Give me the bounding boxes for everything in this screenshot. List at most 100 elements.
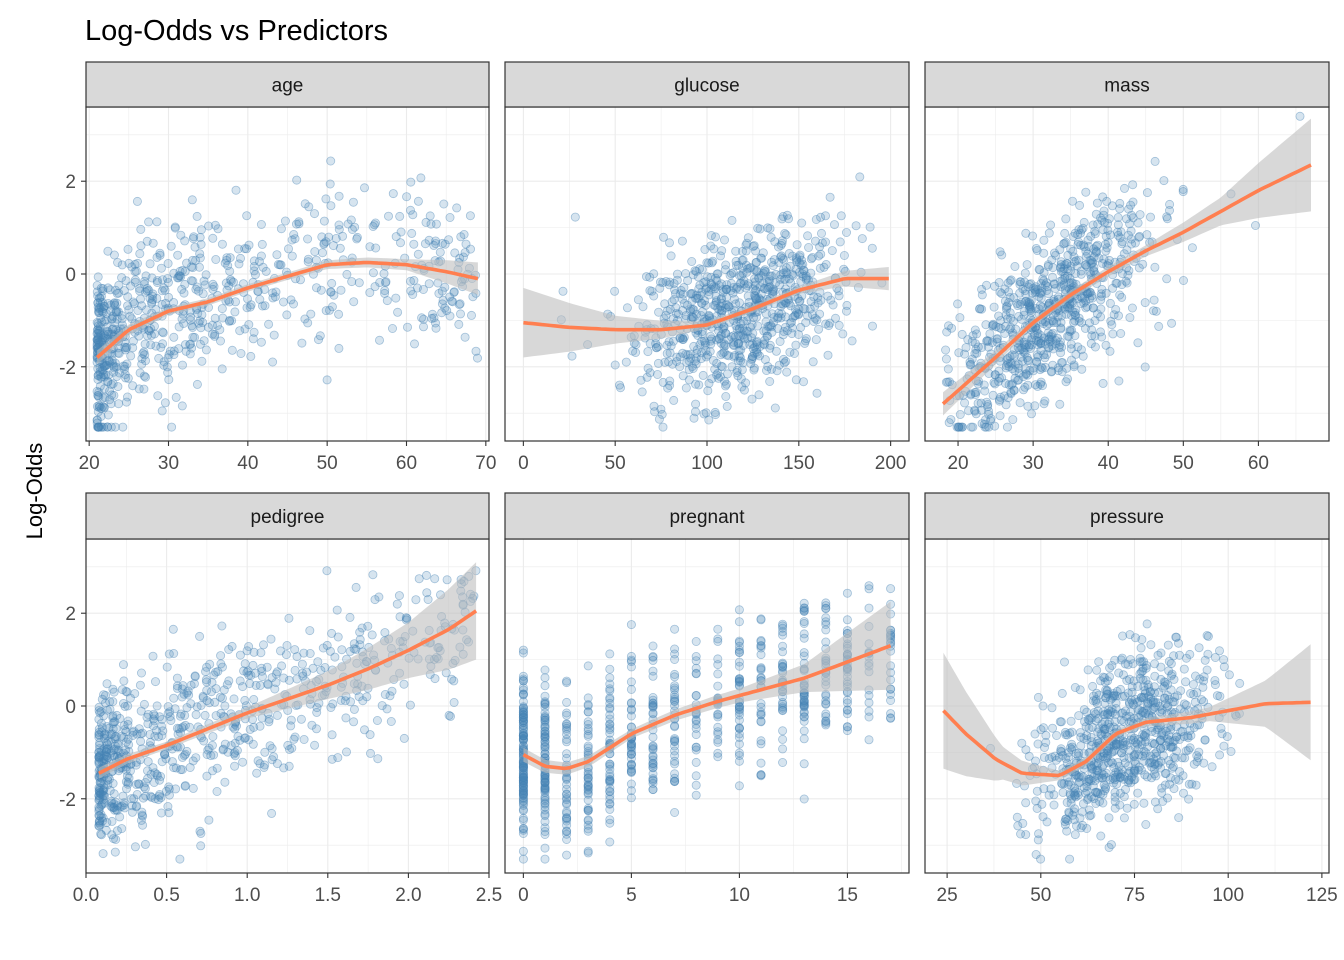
scatter-point xyxy=(1090,226,1100,236)
scatter-point xyxy=(1059,280,1069,290)
scatter-point xyxy=(1109,722,1119,732)
scatter-point xyxy=(210,220,220,230)
scatter-point xyxy=(1033,352,1043,362)
scatter-point xyxy=(185,315,195,325)
scatter-point xyxy=(282,310,292,320)
scatter-point xyxy=(691,637,701,647)
scatter-point xyxy=(886,696,896,706)
scatter-point xyxy=(202,685,212,695)
scatter-point xyxy=(995,392,1005,402)
scatter-point xyxy=(98,365,108,375)
scatter-point xyxy=(669,278,679,288)
scatter-point xyxy=(186,262,196,272)
scatter-point xyxy=(1128,180,1138,190)
scatter-point xyxy=(106,737,116,747)
scatter-point xyxy=(224,316,234,326)
scatter-point xyxy=(776,270,786,280)
scatter-point xyxy=(368,221,378,231)
scatter-point xyxy=(99,384,109,394)
scatter-point xyxy=(99,361,109,371)
scatter-point xyxy=(739,279,749,289)
scatter-point xyxy=(1101,340,1111,350)
scatter-point xyxy=(540,729,550,739)
scatter-point xyxy=(605,804,615,814)
scatter-point xyxy=(626,741,636,751)
scatter-point xyxy=(821,617,831,627)
scatter-point xyxy=(197,310,207,320)
scatter-point xyxy=(1090,342,1100,352)
scatter-point xyxy=(219,685,229,695)
scatter-point xyxy=(387,686,397,696)
scatter-point xyxy=(670,737,680,747)
scatter-point xyxy=(1084,288,1094,298)
scatter-point xyxy=(518,798,528,808)
scatter-point xyxy=(994,376,1004,386)
scatter-point xyxy=(1162,214,1172,224)
scatter-point xyxy=(276,260,286,270)
scatter-point xyxy=(312,707,322,717)
scatter-point xyxy=(209,750,219,760)
scatter-point xyxy=(1074,255,1084,265)
scatter-point xyxy=(128,343,138,353)
scatter-point xyxy=(150,794,160,804)
scatter-point xyxy=(123,779,133,789)
scatter-point xyxy=(706,278,716,288)
scatter-point xyxy=(756,716,766,726)
scatter-point xyxy=(408,289,418,299)
scatter-point xyxy=(1072,261,1082,271)
scatter-point xyxy=(292,652,302,662)
scatter-point xyxy=(93,374,103,384)
x-tick-label: 125 xyxy=(1306,885,1338,906)
scatter-point xyxy=(100,333,110,343)
scatter-point xyxy=(750,342,760,352)
scatter-point xyxy=(94,757,104,767)
scatter-point xyxy=(518,784,528,794)
scatter-point xyxy=(610,286,620,296)
scatter-point xyxy=(1068,298,1078,308)
scatter-point xyxy=(686,304,696,314)
scatter-point xyxy=(1047,335,1057,345)
scatter-point xyxy=(164,808,174,818)
scatter-point xyxy=(252,768,262,778)
scatter-point xyxy=(255,294,265,304)
scatter-point xyxy=(821,716,831,726)
scatter-point xyxy=(777,309,787,319)
scatter-point xyxy=(648,652,658,662)
scatter-point xyxy=(169,346,179,356)
scatter-point xyxy=(756,614,766,624)
scatter-point xyxy=(540,783,550,793)
scatter-point xyxy=(540,699,550,709)
y-tick-label: 0 xyxy=(65,697,76,718)
scatter-point xyxy=(626,746,636,756)
scatter-point xyxy=(121,345,131,355)
scatter-point xyxy=(864,712,874,722)
scatter-point xyxy=(130,267,140,277)
scatter-point xyxy=(207,320,217,330)
scatter-point xyxy=(626,764,636,774)
scatter-point xyxy=(736,279,746,289)
scatter-point xyxy=(719,322,729,332)
scatter-point xyxy=(583,731,593,741)
scatter-point xyxy=(94,727,104,737)
scatter-point xyxy=(807,310,817,320)
scatter-point xyxy=(1036,338,1046,348)
scatter-point xyxy=(821,625,831,635)
scatter-point xyxy=(158,339,168,349)
scatter-point xyxy=(696,354,706,364)
scatter-point xyxy=(413,196,423,206)
scatter-point xyxy=(1108,329,1118,339)
scatter-point xyxy=(773,323,783,333)
scatter-point xyxy=(653,342,663,352)
scatter-point xyxy=(1065,854,1075,864)
scatter-point xyxy=(752,336,762,346)
scatter-point xyxy=(776,301,786,311)
scatter-point xyxy=(1165,736,1175,746)
scatter-point xyxy=(975,304,985,314)
scatter-point xyxy=(747,333,757,343)
scatter-point xyxy=(749,241,759,251)
scatter-point xyxy=(1079,217,1089,227)
scatter-point xyxy=(345,697,355,707)
scatter-point xyxy=(1088,303,1098,313)
scatter-point xyxy=(842,705,852,715)
scatter-point xyxy=(461,239,471,249)
